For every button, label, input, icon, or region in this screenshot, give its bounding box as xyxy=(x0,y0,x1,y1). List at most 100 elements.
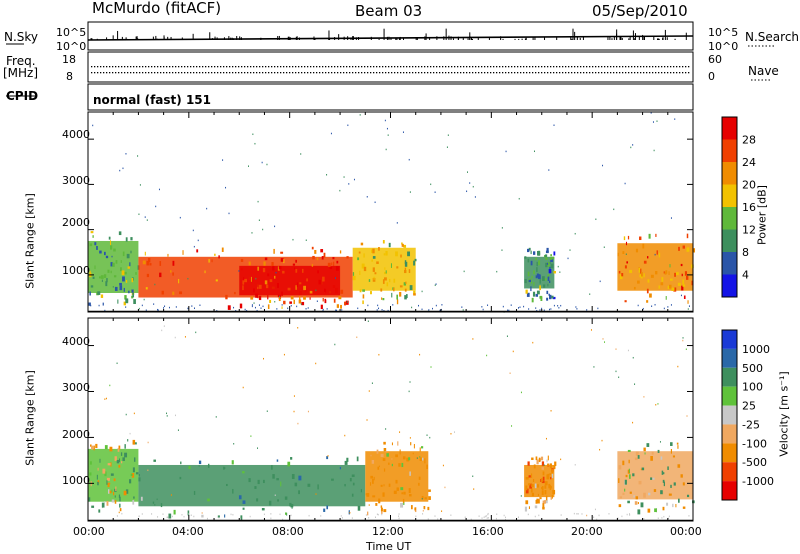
velocity-panel-scatter-dot xyxy=(419,353,421,356)
power-panel-ground-scatter xyxy=(335,309,337,312)
nave-dot xyxy=(319,72,321,74)
velocity-colorbar-swatch xyxy=(722,424,737,444)
power-panel-echo-speck xyxy=(670,278,673,281)
power-panel-echo-speck xyxy=(339,250,342,254)
nave-dot xyxy=(220,72,222,74)
power-colorbar-swatch xyxy=(722,274,737,297)
nave-dot xyxy=(280,72,282,74)
velocity-panel-echo-speck xyxy=(120,452,123,456)
velocity-panel-ground-scatter xyxy=(365,514,367,516)
velocity-panel-ground-scatter xyxy=(478,515,480,517)
velocity-panel-echo-speck xyxy=(97,467,99,471)
power-panel-ground-scatter xyxy=(637,304,639,307)
velocity-panel-echo-speck xyxy=(344,460,348,465)
nave-dot xyxy=(427,72,429,74)
velocity-panel-echo-speck xyxy=(525,485,528,491)
velocity-panel-echo-speck xyxy=(351,493,354,497)
velocity-panel-echo-speck xyxy=(638,480,642,485)
freq-dot xyxy=(370,66,372,68)
nave-dot xyxy=(559,72,561,74)
velocity-panel-ground-scatter xyxy=(504,519,506,521)
power-panel-echo-speck xyxy=(380,288,383,292)
velocity-panel-scatter-dot xyxy=(659,441,661,443)
power-panel-echo-speck xyxy=(172,291,175,296)
power-panel-echo-speck xyxy=(536,273,539,278)
power-panel-echo-speck xyxy=(100,294,104,298)
freq-dot xyxy=(295,66,297,68)
velocity-panel-scatter-dot xyxy=(594,508,596,511)
nave-dot xyxy=(505,72,507,74)
power-panel-ground-scatter xyxy=(260,307,262,309)
power-panel-scatter-dot xyxy=(222,159,224,161)
velocity-panel-ground-scatter xyxy=(505,516,507,519)
velocity-panel-echo-speck xyxy=(115,486,117,492)
velocity-panel-echo-speck xyxy=(403,501,405,505)
freq-dot xyxy=(517,66,519,68)
freq-dot xyxy=(628,66,630,68)
freq-dot xyxy=(232,66,234,68)
power-panel-echo-speck xyxy=(125,298,129,304)
power-panel-echo-speck xyxy=(382,279,385,284)
velocity-panel-ground-scatter xyxy=(249,515,251,518)
velocity-panel-ground-scatter xyxy=(598,514,600,517)
power-panel-echo-speck xyxy=(525,289,528,294)
nave-dot xyxy=(607,72,609,74)
freq-dot xyxy=(409,66,411,68)
velocity-panel-echo-speck xyxy=(399,449,401,455)
velocity-panel-echo-speck xyxy=(160,503,163,508)
power-panel-echo-speck xyxy=(548,280,551,283)
power-panel-echo-speck xyxy=(329,266,333,270)
freq-dot xyxy=(130,66,132,68)
power-panel-echo-speck xyxy=(107,269,110,273)
velocity-panel-echo-speck xyxy=(643,447,646,452)
power-panel-scatter-dot xyxy=(687,308,689,310)
power-panel-echo-speck xyxy=(292,263,296,266)
freq-dot xyxy=(346,66,348,68)
velocity-panel-echo-speck xyxy=(676,442,679,445)
power-panel-scatter-dot xyxy=(447,134,449,136)
velocity-panel-echo-speck xyxy=(289,502,292,507)
freq-dot xyxy=(655,66,657,68)
velocity-panel-scatter-dot xyxy=(368,390,370,392)
nave-dot xyxy=(688,72,690,74)
velocity-panel-echo-speck xyxy=(357,505,361,511)
power-panel-echo-speck xyxy=(681,273,683,277)
velocity-panel-echo-speck xyxy=(538,457,541,463)
freq-dot xyxy=(124,66,126,68)
velocity-panel-ground-scatter xyxy=(486,517,488,519)
velocity-panel-ground-scatter xyxy=(138,515,140,518)
velocity-panel-scatter-dot xyxy=(133,412,135,415)
velocity-panel-echo-speck xyxy=(152,501,155,504)
power-panel-echo-speck xyxy=(298,299,302,304)
freq-dot xyxy=(625,66,627,68)
power-panel-echo-speck xyxy=(121,270,125,276)
power-ytick-3000: 3000 xyxy=(62,174,90,187)
freq-dot xyxy=(676,66,678,68)
xtick-1600: 16:00 xyxy=(472,525,504,538)
power-panel-echo-speck xyxy=(393,287,395,292)
power-panel-ground-scatter xyxy=(508,309,510,312)
velocity-panel-echo-speck xyxy=(380,507,383,512)
power-panel-echo-speck xyxy=(118,231,122,236)
velocity-panel-echo-speck xyxy=(428,489,431,492)
nave-dot xyxy=(235,72,237,74)
power-panel-echo-speck xyxy=(550,263,554,269)
power-panel-echo-speck xyxy=(242,280,245,285)
power-panel-echo-speck xyxy=(682,245,686,249)
velocity-panel-ground-scatter xyxy=(577,513,579,515)
power-panel-ground-scatter xyxy=(550,308,552,310)
velocity-panel-echo-speck xyxy=(537,493,539,496)
power-panel-echo-speck xyxy=(214,253,216,256)
power-panel-echo-speck xyxy=(335,266,339,271)
power-panel-ground-scatter xyxy=(307,307,309,309)
nave-dot xyxy=(166,72,168,74)
power-panel-ground-scatter xyxy=(576,308,578,310)
power-panel-echo-speck xyxy=(358,251,361,254)
velocity-panel-echo-speck xyxy=(551,473,554,479)
nave-dot xyxy=(460,72,462,74)
power-panel-scatter-dot xyxy=(347,124,349,127)
power-panel-echo-speck xyxy=(257,286,259,290)
power-panel-echo-speck xyxy=(537,274,541,279)
power-panel-echo-speck xyxy=(671,287,675,291)
velocity-panel-echo-speck xyxy=(113,491,115,496)
